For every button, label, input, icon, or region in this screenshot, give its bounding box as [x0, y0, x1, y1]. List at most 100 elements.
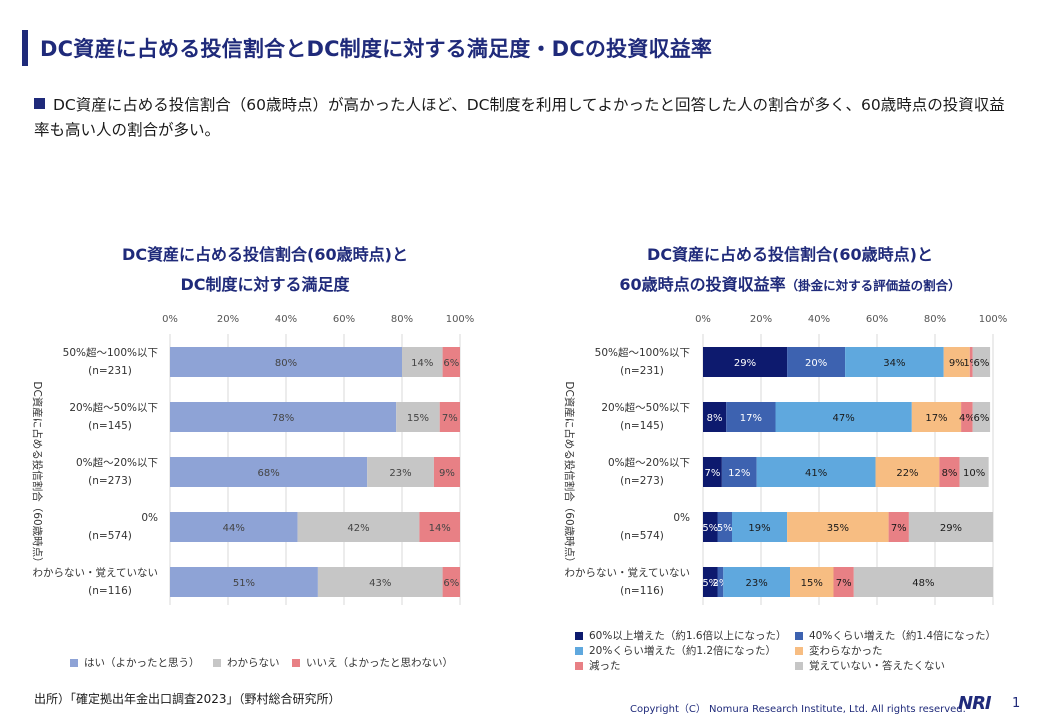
- chart1-legend-label: いいえ（よかったと思わない）: [306, 657, 453, 669]
- chart1-x-tick-label: 20%: [217, 314, 239, 325]
- chart1-legend: はい（よかったと思う） わからない いいえ（よかったと思わない）: [70, 652, 490, 672]
- chart2-data-label: 34%: [883, 358, 905, 369]
- chart2-data-label: 2%: [712, 578, 728, 589]
- chart1-bar-segment: [297, 512, 420, 542]
- chart2-legend: 60%以上増えた（約1.6倍以上になった） 40%くらい増えた（約1.4倍になった…: [575, 626, 1015, 676]
- copyright: Copyright（C） Nomura Research Institute, …: [630, 704, 966, 715]
- chart2-bar-segment: [961, 402, 973, 432]
- chart1-x-tick-label: 100%: [446, 314, 475, 325]
- chart1-bar-segment: [170, 347, 402, 377]
- chart2-bar-segment: [703, 567, 718, 597]
- chart2-legend-swatch: [795, 646, 803, 655]
- chart1-bar-segment: [396, 402, 440, 432]
- chart2-bar-segment: [723, 567, 790, 597]
- chart1-bar-segment: [433, 457, 460, 487]
- chart2-data-label: 17%: [925, 413, 947, 424]
- chart2-legend-item: 40%くらい増えた（約1.4倍になった）: [795, 628, 996, 643]
- chart2-data-label: 20%: [805, 358, 827, 369]
- chart1-category-n: (n=116): [88, 585, 132, 597]
- chart1-bar-segment: [402, 347, 443, 377]
- chart1-data-label: 44%: [223, 523, 245, 534]
- chart2-legend-swatch: [795, 631, 803, 640]
- chart2-bar-segment: [959, 457, 989, 487]
- chart2-data-label: 48%: [912, 578, 934, 589]
- chart2-category-n: (n=574): [620, 530, 664, 542]
- chart1-bar-segment: [442, 347, 460, 377]
- chart2-data-label: 7%: [704, 468, 720, 479]
- chart2-data-label: 41%: [805, 468, 827, 479]
- chart2-bar-segment: [775, 402, 912, 432]
- chart2-bar-segment: [721, 457, 757, 487]
- chart2-x-tick-label: 20%: [750, 314, 772, 325]
- chart2-data-label: 9%: [949, 358, 965, 369]
- chart2-bar-segment: [703, 402, 727, 432]
- chart2-title-line2: 60歳時点の投資収益率: [619, 275, 786, 294]
- chart1-x-tick-label: 0%: [162, 314, 178, 325]
- chart1-legend-item: わからない: [213, 655, 280, 670]
- chart2-category-label: 0%: [673, 512, 690, 524]
- chart2-bar-segment: [703, 512, 718, 542]
- chart2-title-note: （掛金に対する評価益の割合）: [785, 278, 961, 293]
- chart1-category-n: (n=145): [88, 420, 132, 432]
- chart2-data-label: 15%: [801, 578, 823, 589]
- chart2-x-tick-label: 60%: [866, 314, 888, 325]
- chart2-bar-segment: [939, 457, 960, 487]
- chart2-title-line1: DC資産に占める投信割合(60歳時点)と: [647, 245, 933, 264]
- chart2-legend-swatch: [575, 646, 583, 655]
- chart2-category-n: (n=116): [620, 585, 664, 597]
- chart2-data-label: 6%: [973, 413, 989, 424]
- chart2-category-label: 0%超～20%以下: [608, 456, 690, 469]
- summary-body: DC資産に占める投信割合（60歳時点）が高かった人ほど、DC制度を利用してよかっ…: [34, 96, 1005, 139]
- chart2-legend-label: 40%くらい増えた（約1.4倍になった）: [809, 630, 997, 642]
- page-number: 1: [1012, 696, 1021, 711]
- chart1-bar-segment: [170, 457, 368, 487]
- chart2-legend-label: 覚えていない・答えたくない: [809, 660, 945, 672]
- summary-text: DC資産に占める投信割合（60歳時点）が高かった人ほど、DC制度を利用してよかっ…: [34, 93, 1009, 143]
- chart2-y-axis-title: DC資産に占める投信割合（60歳時点）: [563, 381, 576, 567]
- chart1-legend-item: いいえ（よかったと思わない）: [292, 655, 453, 670]
- chart2-bar-segment: [972, 347, 991, 377]
- chart1-x-tick-label: 40%: [275, 314, 297, 325]
- chart2-bar-segment: [853, 567, 993, 597]
- chart1-data-label: 42%: [347, 523, 369, 534]
- chart2-legend-item: 減った: [575, 658, 621, 673]
- chart2-bar-segment: [717, 512, 732, 542]
- chart1-title-line1: DC資産に占める投信割合(60歳時点)と: [122, 245, 408, 264]
- chart2-data-label: 22%: [896, 468, 918, 479]
- chart1-data-label: 6%: [443, 578, 459, 589]
- chart2-data-label: 17%: [740, 413, 762, 424]
- chart2-data-label: 7%: [891, 523, 907, 534]
- chart1-x-tick-label: 60%: [333, 314, 355, 325]
- chart2-bar-segment: [875, 457, 940, 487]
- chart2-legend-item: 20%くらい増えた（約1.2倍になった）: [575, 643, 776, 658]
- chart1-data-label: 14%: [411, 358, 433, 369]
- chart1-bar-segment: [442, 567, 460, 597]
- chart2-legend-item: 覚えていない・答えたくない: [795, 658, 945, 673]
- chart2-bar-segment: [703, 457, 722, 487]
- chart1-title: DC資産に占める投信割合(60歳時点)と DC制度に対する満足度: [70, 240, 460, 300]
- chart2-x-tick-label: 40%: [808, 314, 830, 325]
- chart2-legend-label: 60%以上増えた（約1.6倍以上になった）: [589, 630, 787, 642]
- chart2-data-label: 5%: [717, 523, 733, 534]
- chart2-bar-segment: [943, 347, 970, 377]
- chart2-category-n: (n=273): [620, 475, 664, 487]
- chart2-bar-segment: [833, 567, 854, 597]
- chart1-data-label: 78%: [272, 413, 294, 424]
- page-title: DC資産に占める投信割合とDC制度に対する満足度・DCの投資収益率: [40, 37, 713, 61]
- chart2-bar-segment: [911, 402, 962, 432]
- chart2-x-tick-label: 0%: [695, 314, 711, 325]
- chart1-category-label: わからない・覚えていない: [33, 566, 158, 579]
- chart2-title: DC資産に占める投信割合(60歳時点)と 60歳時点の投資収益率（掛金に対する評…: [560, 240, 1020, 301]
- chart2-bar-segment: [732, 512, 788, 542]
- chart1-data-label: 23%: [389, 468, 411, 479]
- chart2-bar-segment: [717, 567, 724, 597]
- chart1-x-tick-label: 80%: [391, 314, 413, 325]
- chart1-satisfaction: 0% 20% 40% 60% 80% 100% DC資産に占める投信割合（60歳時点） 50%…: [31, 314, 475, 605]
- chart1-category-n: (n=231): [88, 365, 132, 377]
- chart2-category-label: 50%超～100%以下: [595, 346, 690, 359]
- chart2-data-label: 6%: [973, 358, 989, 369]
- chart2-bar-segment: [756, 457, 876, 487]
- bullet-square-icon: [34, 98, 45, 109]
- chart2-data-label: 19%: [748, 523, 770, 534]
- chart2-x-tick-label: 80%: [924, 314, 946, 325]
